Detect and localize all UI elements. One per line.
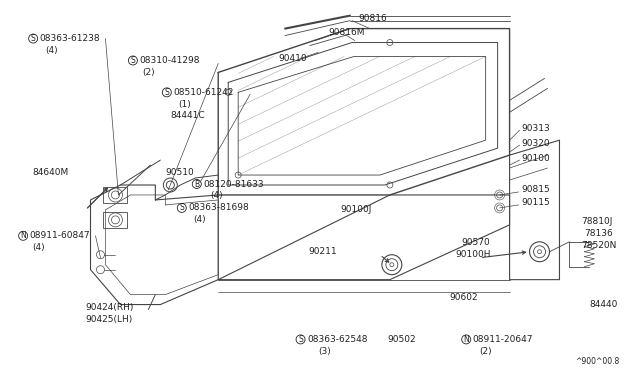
Text: 90425(LH): 90425(LH) — [86, 315, 132, 324]
Text: S: S — [31, 34, 35, 43]
Text: 90320: 90320 — [522, 139, 550, 148]
Text: 90410: 90410 — [278, 54, 307, 63]
Text: 90816: 90816 — [358, 14, 387, 23]
Text: ^900^00.8: ^900^00.8 — [575, 357, 620, 366]
Text: (4): (4) — [45, 46, 58, 55]
Text: 08911-60847: 08911-60847 — [29, 231, 90, 240]
Text: 90570: 90570 — [461, 238, 490, 247]
Text: 08911-20647: 08911-20647 — [473, 335, 533, 344]
Text: (3): (3) — [318, 347, 331, 356]
Text: B: B — [194, 180, 199, 189]
Text: (2): (2) — [479, 347, 492, 356]
Text: (1): (1) — [179, 100, 191, 109]
Text: S: S — [164, 88, 169, 97]
Text: 84441C: 84441C — [170, 111, 205, 120]
Text: 90815: 90815 — [522, 186, 550, 195]
Text: (4): (4) — [193, 215, 206, 224]
Text: 90816M: 90816M — [328, 28, 365, 37]
Text: (4): (4) — [210, 192, 223, 201]
Bar — [104, 187, 127, 203]
Text: 90313: 90313 — [522, 124, 550, 133]
Text: 78136: 78136 — [584, 229, 613, 238]
Text: 90100: 90100 — [522, 154, 550, 163]
Text: 08310-41298: 08310-41298 — [140, 56, 200, 65]
Text: S: S — [131, 56, 135, 65]
Text: 90115: 90115 — [522, 198, 550, 208]
Text: 84440: 84440 — [589, 300, 618, 309]
Text: S: S — [179, 203, 184, 212]
Text: 90100J: 90100J — [340, 205, 371, 214]
Text: N: N — [463, 335, 469, 344]
Text: 90510: 90510 — [165, 167, 194, 177]
Text: 08363-81698: 08363-81698 — [188, 203, 249, 212]
Text: 90602: 90602 — [450, 293, 478, 302]
Text: 08363-62548: 08363-62548 — [307, 335, 367, 344]
Text: 90100H: 90100H — [456, 250, 492, 259]
Text: N: N — [20, 231, 26, 240]
Text: 78810J: 78810J — [581, 217, 613, 227]
Text: (2): (2) — [142, 68, 155, 77]
Text: 84640M: 84640M — [33, 167, 69, 177]
Text: 90424(RH): 90424(RH) — [86, 303, 134, 312]
Text: 78520N: 78520N — [581, 241, 617, 250]
Text: S: S — [298, 335, 303, 344]
Text: 08120-81633: 08120-81633 — [204, 180, 264, 189]
Bar — [104, 212, 127, 228]
Text: 08363-61238: 08363-61238 — [40, 34, 100, 43]
Text: 90211: 90211 — [308, 247, 337, 256]
Text: 08510-61242: 08510-61242 — [173, 88, 234, 97]
Text: 90502: 90502 — [388, 335, 417, 344]
Text: (4): (4) — [33, 243, 45, 252]
